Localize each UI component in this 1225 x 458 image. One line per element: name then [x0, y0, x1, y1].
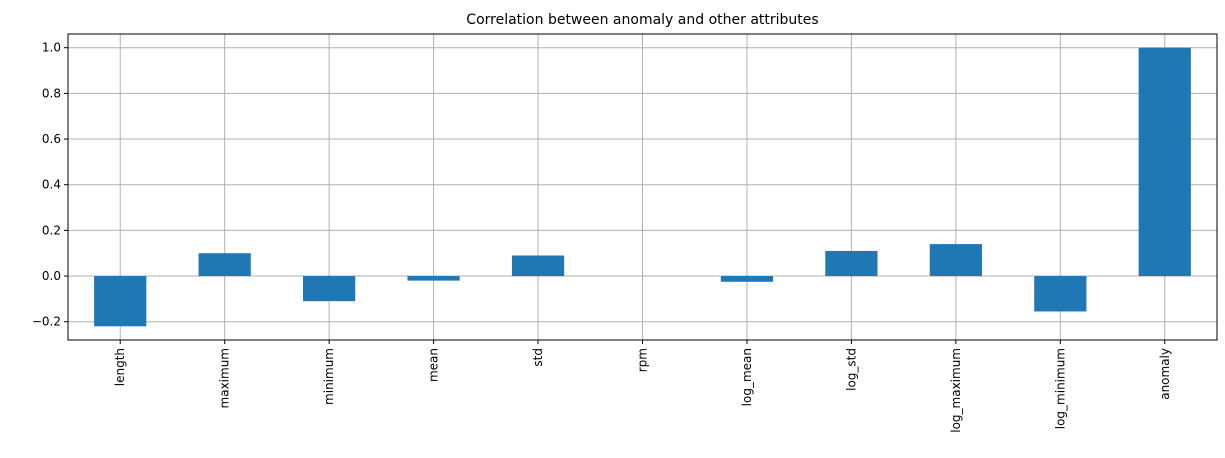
y-tick-label: 0.8	[42, 86, 61, 100]
x-tick-label: rpm	[636, 348, 650, 372]
x-tick-label: log_maximum	[949, 348, 963, 433]
x-tick-label: std	[531, 348, 545, 367]
y-tick-label: 0.6	[42, 132, 61, 146]
y-tick-label: 1.0	[42, 41, 61, 55]
y-axis: −0.2 0.0 0.2 0.4 0.6 0.8 1.0	[32, 41, 68, 329]
x-tick-label: minimum	[322, 348, 336, 405]
chart-title: Correlation between anomaly and other at…	[466, 12, 818, 28]
y-tick-label: −0.2	[32, 315, 61, 329]
bar-log-maximum	[929, 244, 982, 277]
x-tick-label: mean	[427, 348, 441, 382]
x-tick-label: anomaly	[1158, 348, 1172, 400]
bar-log-mean	[720, 276, 774, 282]
x-tick-label: log_minimum	[1053, 348, 1067, 429]
x-tick-label: log_mean	[740, 348, 754, 406]
y-tick-label: 0.4	[42, 178, 61, 192]
bar-std	[511, 255, 565, 277]
bar-log-std	[825, 250, 878, 277]
y-tick-label: 0.0	[42, 269, 61, 283]
bar-mean	[407, 276, 460, 281]
bar-length	[94, 276, 147, 327]
bar-anomaly	[1138, 47, 1191, 277]
bars	[94, 47, 1191, 327]
x-tick-label: maximum	[218, 348, 232, 408]
x-axis: length maximum minimum mean std rpm log_mean lo…	[113, 340, 1172, 433]
y-tick-label: 0.2	[42, 223, 61, 237]
bar-maximum	[198, 253, 251, 277]
bar-log-minimum	[1034, 276, 1087, 312]
x-tick-label: length	[113, 348, 127, 386]
bar-minimum	[303, 276, 356, 302]
x-tick-label: log_std	[844, 348, 858, 391]
